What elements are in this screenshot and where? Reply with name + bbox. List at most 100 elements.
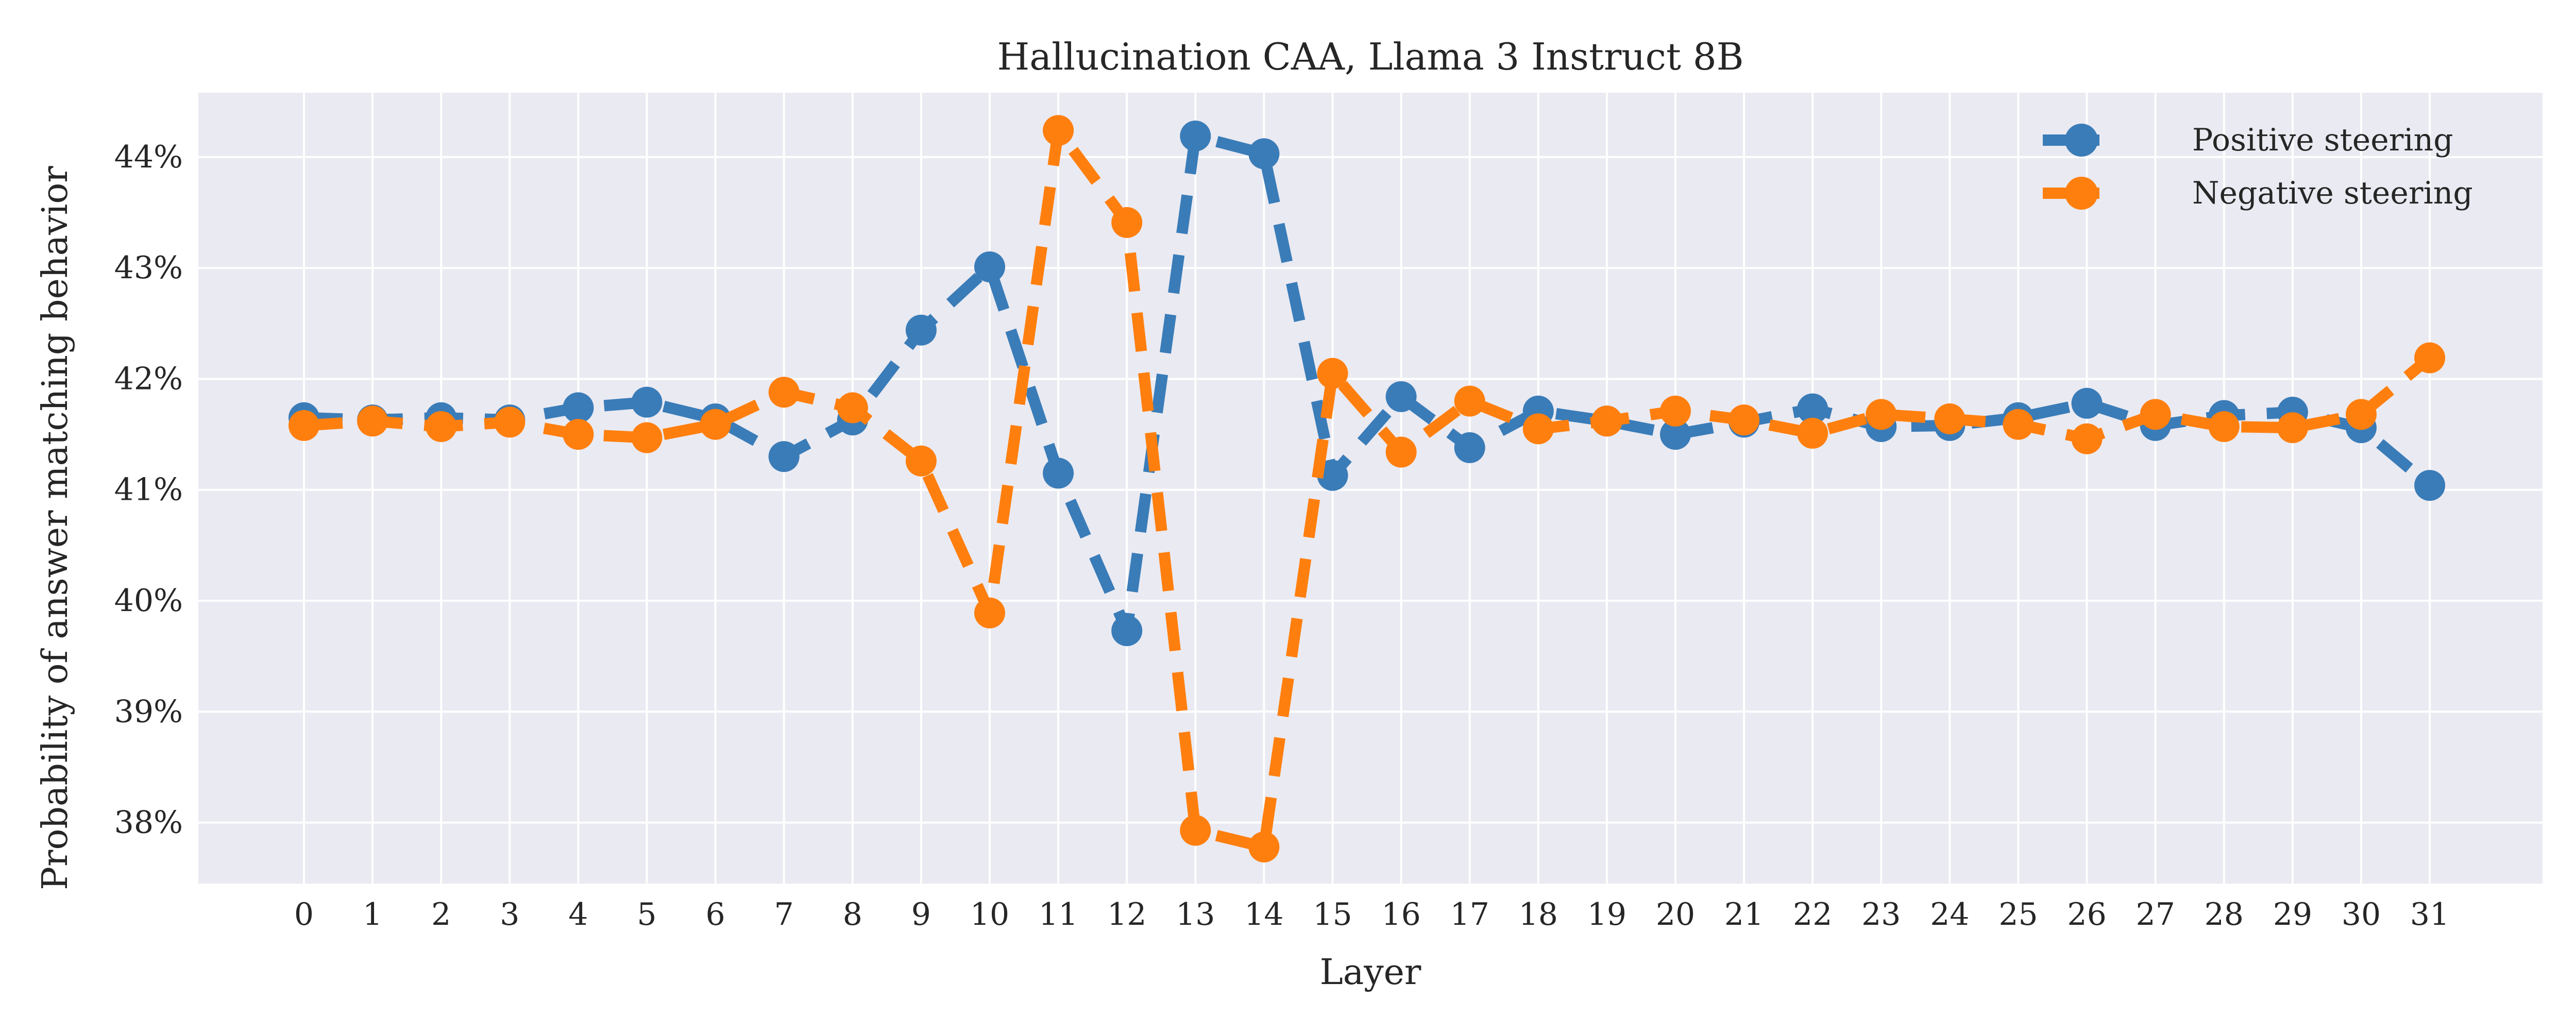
series-line bbox=[303, 130, 2434, 637]
x-tick-label: 3 bbox=[500, 896, 519, 933]
legend-item: Positive steering bbox=[2043, 122, 2453, 158]
data-point bbox=[1797, 393, 1828, 425]
data-point bbox=[631, 386, 663, 418]
data-point bbox=[974, 251, 1005, 283]
data-point bbox=[1934, 403, 1965, 434]
data-point bbox=[563, 419, 594, 450]
chart-title: Hallucination CAA, Llama 3 Instruct 8B bbox=[997, 35, 1743, 78]
x-tick-label: 11 bbox=[1039, 896, 1078, 933]
data-point bbox=[494, 407, 526, 438]
data-point bbox=[905, 314, 937, 346]
x-tick-label: 25 bbox=[1998, 896, 2038, 933]
data-point bbox=[1385, 436, 1417, 468]
y-tick-label: 40% bbox=[114, 583, 183, 619]
data-point bbox=[2071, 423, 2103, 454]
data-point bbox=[1111, 207, 1143, 238]
legend-label: Negative steering bbox=[2192, 175, 2473, 211]
x-tick-label: 1 bbox=[363, 896, 382, 933]
data-point bbox=[1111, 615, 1143, 647]
plot-area: 0 1 2 3 4 5 6 7 8 9 10 11 12 13 14 15 16 17 18 19 20 21 22 23 24… bbox=[114, 93, 2543, 933]
legend-marker bbox=[2065, 177, 2098, 210]
data-point bbox=[2003, 409, 2034, 440]
x-tick-label: 10 bbox=[970, 896, 1009, 933]
x-tick-label: 21 bbox=[1724, 896, 1764, 933]
data-point bbox=[1385, 381, 1417, 412]
x-tick-label: 30 bbox=[2342, 896, 2381, 933]
y-tick-label: 38% bbox=[114, 805, 183, 841]
x-tick-label: 13 bbox=[1176, 896, 1215, 933]
x-tick-label: 22 bbox=[1793, 896, 1832, 933]
x-tick-label: 24 bbox=[1930, 896, 1969, 933]
data-point bbox=[768, 377, 800, 408]
data-point bbox=[426, 411, 457, 443]
x-tick-label: 6 bbox=[706, 896, 725, 933]
x-tick-label: 8 bbox=[843, 896, 862, 933]
data-point bbox=[1248, 831, 1280, 862]
data-point bbox=[1660, 419, 1691, 450]
data-point bbox=[905, 445, 937, 477]
x-tick-label: 17 bbox=[1450, 896, 1489, 933]
series-negative-steering bbox=[289, 115, 2446, 862]
y-tick-label: 43% bbox=[114, 250, 183, 286]
x-tick-label: 20 bbox=[1656, 896, 1695, 933]
data-point bbox=[2277, 412, 2308, 444]
plot-background bbox=[198, 93, 2543, 884]
data-point bbox=[837, 392, 868, 424]
data-point bbox=[289, 410, 319, 441]
x-tick-label: 0 bbox=[294, 896, 314, 933]
data-point bbox=[2414, 342, 2446, 374]
data-point bbox=[768, 441, 800, 472]
x-tick-label: 23 bbox=[1861, 896, 1901, 933]
data-point bbox=[1180, 815, 1211, 846]
data-point bbox=[1454, 432, 1485, 463]
data-point bbox=[357, 405, 388, 437]
x-tick-label: 31 bbox=[2410, 896, 2449, 933]
x-tick-label: 27 bbox=[2136, 896, 2175, 933]
x-tick-label: 18 bbox=[1519, 896, 1558, 933]
legend-marker bbox=[2065, 124, 2098, 157]
data-point bbox=[631, 422, 663, 453]
data-point bbox=[1317, 460, 1348, 491]
x-tick-label: 28 bbox=[2205, 896, 2244, 933]
data-point bbox=[700, 409, 731, 440]
data-point bbox=[1797, 417, 1828, 449]
legend-label: Positive steering bbox=[2192, 122, 2453, 158]
data-point bbox=[1180, 120, 1211, 151]
data-point bbox=[2208, 411, 2240, 443]
data-point bbox=[1317, 358, 1348, 389]
x-tick-label: 29 bbox=[2273, 896, 2312, 933]
x-tick-label: 15 bbox=[1313, 896, 1352, 933]
data-point bbox=[1591, 405, 1622, 437]
y-axis-label: Probability of answer matching behavior bbox=[35, 166, 76, 890]
x-tick-label: 14 bbox=[1244, 896, 1283, 933]
data-point bbox=[1043, 115, 1074, 146]
data-point bbox=[563, 392, 594, 424]
data-point bbox=[2346, 399, 2377, 430]
data-point bbox=[974, 597, 1005, 629]
x-tick-label: 4 bbox=[568, 896, 588, 933]
data-point bbox=[2140, 399, 2171, 430]
data-point bbox=[2414, 470, 2446, 501]
y-tick-label: 44% bbox=[114, 139, 183, 175]
data-point bbox=[1728, 404, 1760, 436]
data-point bbox=[1660, 395, 1691, 427]
x-tick-label: 5 bbox=[637, 896, 656, 933]
x-tick-label: 2 bbox=[431, 896, 451, 933]
data-point bbox=[1248, 138, 1280, 170]
y-tick-label: 42% bbox=[114, 361, 183, 397]
y-tick-label: 39% bbox=[114, 693, 183, 730]
legend: Positive steering Negative steering bbox=[2043, 122, 2473, 211]
data-point bbox=[1454, 385, 1485, 417]
x-tick-label: 12 bbox=[1107, 896, 1146, 933]
x-axis-label: Layer bbox=[1320, 952, 1421, 993]
y-tick-label: 41% bbox=[114, 472, 183, 508]
x-tick-label: 16 bbox=[1381, 896, 1420, 933]
data-point bbox=[2071, 387, 2103, 419]
data-point bbox=[1866, 399, 1897, 430]
data-point bbox=[1043, 458, 1074, 489]
x-tick-label: 7 bbox=[774, 896, 794, 933]
x-tick-label: 9 bbox=[911, 896, 931, 933]
x-tick-label: 19 bbox=[1587, 896, 1626, 933]
